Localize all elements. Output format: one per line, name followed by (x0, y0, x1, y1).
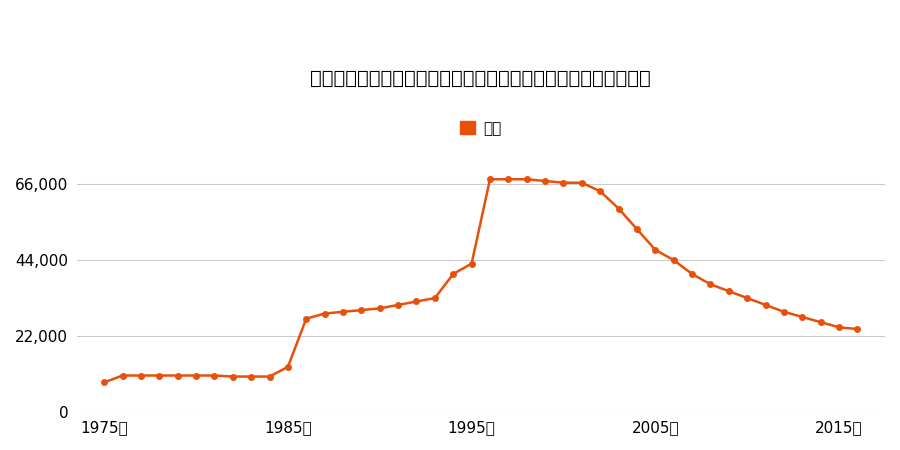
Title: 茨城県猿島郡五霞村大字元栗橋字丸池台２８４０番１の地価推移: 茨城県猿島郡五霞村大字元栗橋字丸池台２８４０番１の地価推移 (310, 69, 652, 88)
Legend: 価格: 価格 (454, 115, 508, 142)
